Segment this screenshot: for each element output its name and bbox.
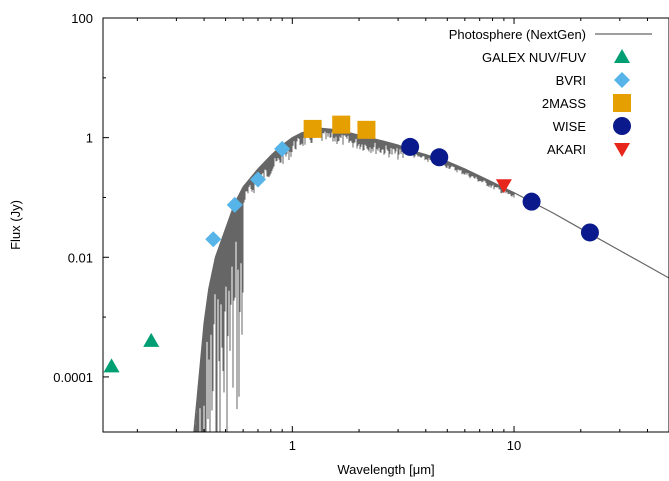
y-tick-label: 0.0001 — [53, 370, 93, 385]
spectrum-layer — [193, 127, 669, 433]
x-tick-label: 1 — [289, 438, 296, 453]
legend-label: WISE — [553, 119, 587, 134]
wise-point — [522, 192, 541, 211]
wise-point — [430, 148, 449, 167]
legend-swatch — [613, 117, 631, 135]
x-tick-label: 10 — [507, 438, 521, 453]
bvri-point — [274, 140, 291, 157]
legend-swatch — [614, 49, 630, 63]
galex-nuv-fuv-point — [103, 358, 120, 373]
legend-label: Photosphere (NextGen) — [449, 27, 586, 42]
legend: Photosphere (NextGen) GALEX NUV/FUV BVRI 2M… — [449, 27, 652, 157]
marker-layer — [103, 115, 599, 373]
bvri-point — [226, 196, 243, 213]
bvri-point — [205, 231, 222, 248]
legend-label: GALEX NUV/FUV — [482, 50, 586, 65]
tick-layer: 1 10 0.0001 0.01 1 100 — [53, 11, 669, 453]
wise-point — [401, 137, 420, 156]
y-axis-title: Flux (Jy) — [8, 200, 23, 250]
galex-nuv-fuv-point — [143, 332, 160, 347]
2mass-point — [332, 115, 351, 134]
2mass-point — [303, 119, 322, 138]
bvri-point — [249, 171, 266, 188]
legend-label: BVRI — [556, 73, 586, 88]
akari-point — [495, 179, 512, 194]
y-tick-label: 1 — [86, 131, 93, 146]
2mass-point — [357, 120, 376, 139]
y-tick-label: 100 — [71, 11, 93, 26]
legend-label: 2MASS — [542, 96, 586, 111]
x-axis-title: Wavelength [μm] — [337, 462, 434, 477]
wise-point — [580, 223, 599, 242]
legend-label: AKARI — [547, 142, 586, 157]
legend-swatch — [614, 143, 630, 157]
legend-swatch — [613, 94, 631, 112]
legend-swatch — [614, 72, 630, 88]
plot-frame — [102, 17, 669, 433]
y-tick-label: 0.01 — [68, 250, 93, 265]
